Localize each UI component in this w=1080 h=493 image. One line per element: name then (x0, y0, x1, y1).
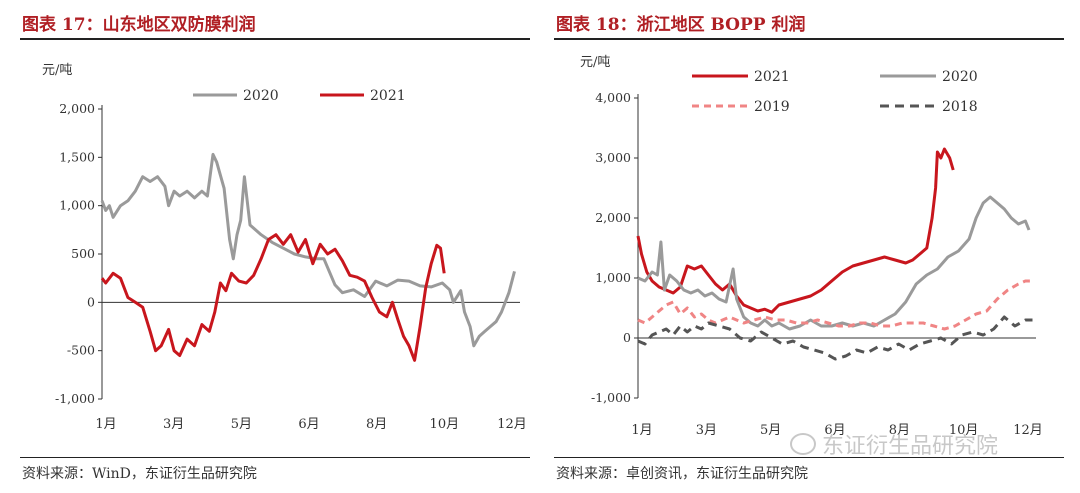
legend-label-2020: 2020 (243, 88, 279, 104)
watermark: 东证衍生品研究院 (790, 428, 998, 460)
x-tick-label: 6月 (298, 417, 319, 432)
x-tick-label: 1月 (95, 417, 116, 432)
x-tick-label: 12月 (1013, 423, 1043, 438)
x-tick-label: 6月 (824, 423, 845, 438)
title-divider (554, 38, 1064, 40)
source-note: 资料来源：卓创资讯，东证衍生品研究院 (556, 466, 808, 482)
legend-label-2020: 2020 (942, 69, 978, 85)
legend-label-2021: 2021 (370, 88, 406, 104)
y-tick-label: 2,000 (59, 101, 95, 116)
wechat-icon (790, 433, 816, 455)
y-unit-label: 元/吨 (42, 63, 72, 78)
x-tick-label: 10月 (949, 423, 979, 438)
x-tick-label: 8月 (889, 423, 910, 438)
x-tick-label: 8月 (366, 417, 387, 432)
y-tick-label: -1,000 (55, 391, 95, 406)
y-tick-label: 1,000 (595, 270, 631, 285)
y-tick-label: 2,000 (595, 210, 631, 225)
y-tick-label: 0 (623, 330, 631, 345)
series-line-2020 (100, 152, 516, 348)
y-unit-label: 元/吨 (580, 55, 610, 70)
legend-label-2018: 2018 (942, 99, 978, 115)
chart-panel-right: 图表 18：浙江地区 BOPP 利润 元/吨 4,000 3,000 2,000 1,0… (554, 0, 1074, 493)
line-chart-zhejiang: 元/吨 4,000 3,000 2,000 1,000 0 -1,000 1月 3月 5月 6月 8月… (580, 55, 1043, 438)
watermark-text: 东证衍生品研究院 (822, 434, 999, 459)
source-divider (554, 457, 1064, 458)
y-tick-label: 1,000 (59, 198, 95, 213)
title-divider (20, 38, 530, 40)
x-tick-label: 10月 (430, 417, 460, 432)
x-tick-label: 5月 (760, 423, 781, 438)
y-tick-label: 1,500 (59, 149, 95, 164)
legend-label-2021: 2021 (754, 69, 790, 85)
y-tick-label: 3,000 (595, 150, 631, 165)
x-tick-label: 3月 (163, 417, 184, 432)
x-tick-label: 1月 (631, 423, 652, 438)
x-tick-label: 3月 (696, 423, 717, 438)
y-tick-label: 500 (71, 246, 95, 261)
y-tick-label: -1,000 (591, 390, 631, 405)
series-line-2019 (637, 279, 1033, 331)
chart-title: 图表 17：山东地区双防膜利润 (22, 15, 256, 35)
series-line-2020 (637, 195, 1031, 331)
series-line-2018 (637, 315, 1033, 361)
source-divider (20, 457, 530, 458)
y-tick-label: 0 (87, 294, 95, 309)
chart-title: 图表 18：浙江地区 BOPP 利润 (556, 15, 806, 35)
legend-label-2019: 2019 (754, 99, 790, 115)
chart-panel-left: 图表 17：山东地区双防膜利润 元/吨 2,000 1,500 1,000 500 0 -5… (20, 0, 540, 493)
series-line-2021 (100, 233, 446, 362)
y-tick-label: -500 (67, 343, 95, 358)
x-tick-label: 5月 (231, 417, 252, 432)
x-tick-label: 12月 (497, 417, 527, 432)
series-line-2021 (636, 147, 955, 314)
source-note: 资料来源：WinD，东证衍生品研究院 (22, 466, 257, 482)
y-tick-label: 4,000 (595, 90, 631, 105)
